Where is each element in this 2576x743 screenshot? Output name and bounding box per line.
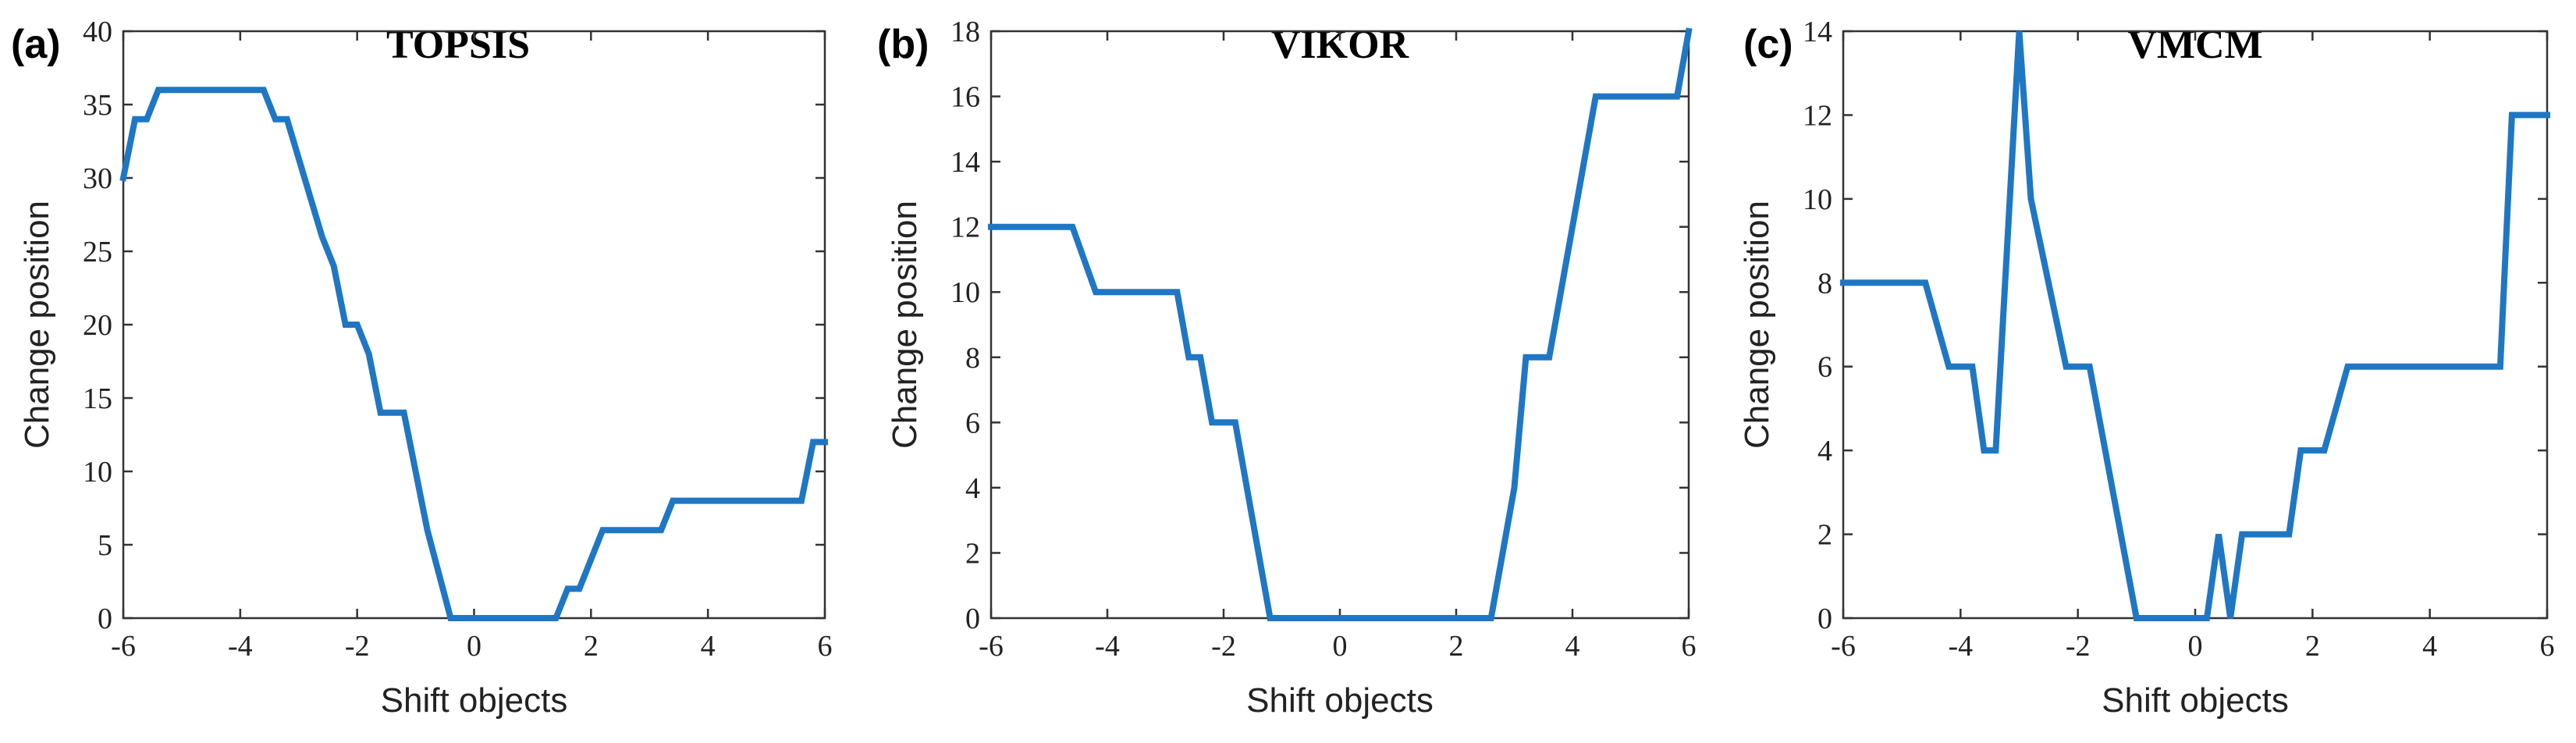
y-axis-label: Change position — [18, 201, 56, 449]
y-tick-label: 10 — [83, 456, 112, 489]
y-tick-label: 14 — [950, 146, 980, 179]
y-tick-label: 12 — [950, 212, 980, 244]
plot-frame — [1842, 30, 2549, 620]
y-tick-label: 35 — [83, 89, 112, 122]
x-axis-label: Shift objects — [2102, 681, 2289, 720]
panel-label: (b) — [877, 22, 929, 67]
plot-frame — [122, 30, 826, 620]
y-tick-label: 14 — [1803, 16, 1832, 48]
x-tick-label: 4 — [1565, 630, 1580, 663]
x-tick-label: 6 — [818, 630, 833, 663]
y-tick-label: 2 — [965, 537, 980, 570]
chart-title: VMCM — [2127, 23, 2262, 67]
y-tick-label: 5 — [98, 529, 112, 562]
plot-frame — [990, 30, 1690, 620]
y-tick-label: 0 — [965, 603, 980, 635]
x-tick-label: -2 — [1211, 630, 1236, 663]
x-axis-label: Shift objects — [1246, 681, 1434, 720]
x-tick-label: 2 — [1449, 630, 1464, 663]
y-tick-label: 20 — [83, 309, 112, 342]
y-tick-label: 25 — [83, 236, 112, 268]
y-tick-label: 12 — [1803, 99, 1832, 132]
x-tick-label: 0 — [1333, 630, 1348, 663]
x-tick-label: -6 — [111, 630, 136, 663]
x-tick-label: 0 — [2188, 630, 2203, 663]
chart-panel-3: (c) VMCM -6 -4 -2 0 2 4 6 0 2 4 6 8 10 12 14 Shift object… — [1738, 16, 2555, 720]
y-tick-label: 6 — [1817, 351, 1832, 384]
x-tick-label: 2 — [2305, 630, 2320, 663]
x-tick-label: 0 — [467, 630, 481, 663]
x-axis-label: Shift objects — [381, 681, 568, 720]
x-tick-label: -4 — [1949, 630, 1974, 663]
chart-title: TOPSIS — [386, 23, 530, 67]
y-axis-label: Change position — [1738, 201, 1776, 449]
x-tick-label: -2 — [345, 630, 370, 663]
x-tick-label: 2 — [584, 630, 599, 663]
panel-label: (c) — [1743, 22, 1793, 67]
y-tick-label: 0 — [98, 603, 112, 635]
y-tick-label: 10 — [1803, 183, 1832, 216]
y-tick-label: 15 — [83, 382, 112, 415]
y-tick-label: 10 — [950, 276, 980, 309]
y-axis-label: Change position — [886, 201, 924, 449]
x-tick-label: -6 — [979, 630, 1004, 663]
y-tick-label: 4 — [1817, 435, 1832, 467]
chart-panel-1: (a) TOPSIS -6 -4 -2 0 2 4 6 0 5 10 15 20 25 30 35 40 Shift… — [11, 16, 833, 720]
series-line — [1840, 30, 2550, 621]
x-tick-label: 4 — [701, 630, 716, 663]
series-line — [988, 27, 1693, 621]
x-tick-label: 6 — [1682, 630, 1697, 663]
y-tick-label: 6 — [965, 407, 980, 439]
chart-panel-2: (b) VIKOR -6 -4 -2 0 2 4 6 0 2 4 6 8 10 12 14 16 18 Shift o… — [877, 16, 1697, 720]
x-tick-label: -2 — [2066, 630, 2091, 663]
y-tick-label: 18 — [950, 16, 980, 48]
y-tick-label: 2 — [1817, 519, 1832, 552]
y-tick-label: 30 — [83, 162, 112, 195]
y-tick-label: 8 — [965, 342, 980, 375]
y-tick-label: 8 — [1817, 267, 1832, 300]
y-tick-label: 0 — [1817, 603, 1832, 635]
x-tick-label: -4 — [1095, 630, 1120, 663]
y-tick-label: 4 — [965, 472, 980, 505]
y-tick-label: 40 — [83, 16, 112, 48]
x-tick-label: -6 — [1831, 630, 1856, 663]
series-line — [119, 87, 828, 621]
x-tick-label: 6 — [2540, 630, 2555, 663]
chart-title: VIKOR — [1271, 23, 1410, 67]
x-tick-label: -4 — [228, 630, 253, 663]
x-tick-label: 4 — [2422, 630, 2437, 663]
y-tick-label: 16 — [950, 81, 980, 114]
panel-label: (a) — [11, 22, 61, 67]
